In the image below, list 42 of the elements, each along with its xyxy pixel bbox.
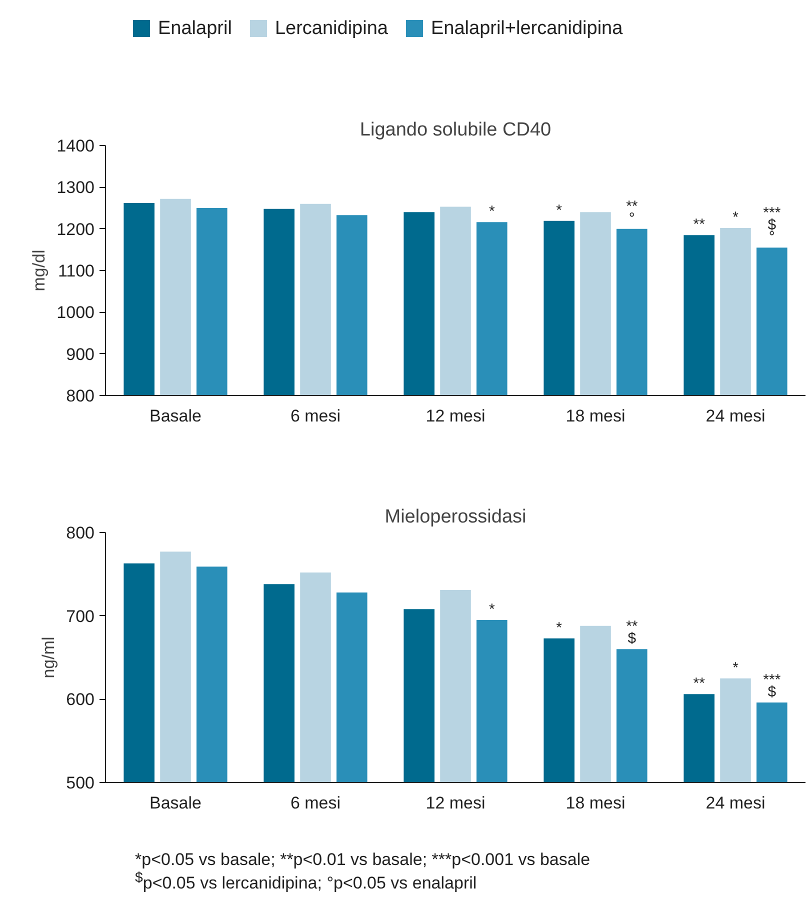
data-label: ** [693, 216, 706, 234]
y-axis-title: mg/dl [30, 250, 49, 292]
x-tick-label: 18 mesi [566, 406, 626, 426]
y-tick-label: 800 [66, 386, 95, 406]
data-label: * [488, 601, 495, 618]
data-label: *** $ [763, 672, 781, 700]
data-label: *** $ ° [763, 204, 781, 246]
y-axis-title: ng/ml [39, 636, 58, 678]
y-tick-label: 600 [66, 690, 95, 710]
data-label: * [556, 202, 562, 219]
data-label: ** [693, 675, 706, 692]
chart-title: Mieloperossidasi [384, 506, 526, 528]
y-tick-label: 1300 [56, 178, 95, 198]
data-label: * [732, 209, 739, 226]
x-tick-label: 24 mesi [706, 406, 766, 426]
y-tick-label: 1200 [56, 220, 95, 239]
y-tick-label: 1000 [56, 303, 95, 322]
y-tick-label: 1100 [58, 262, 95, 280]
x-tick-label: 24 mesi [706, 794, 766, 812]
data-label: ** ° [626, 198, 638, 227]
x-tick-label: 12 mesi [426, 406, 486, 426]
legend-label: Lercanidipina [274, 17, 388, 41]
x-tick-label: 12 mesi [426, 794, 486, 812]
y-tick-label: 700 [66, 606, 95, 626]
data-label: * [556, 619, 562, 636]
y-tick-label: 800 [66, 524, 95, 542]
data-label: ** $ [626, 618, 638, 648]
y-tick-label: 1400 [56, 136, 95, 156]
text: $^{$}$p<0.05 vs lercanidipina; °p<0.05 vs enalapril [135, 870, 477, 893]
x-tick-label: Basale [150, 406, 202, 426]
data-label: * [732, 659, 739, 676]
legend-label: Enalapril+lercanidipina [430, 17, 623, 41]
chart-title: Ligando solubile CD40 [360, 120, 552, 140]
x-tick-label: 6 mesi [290, 794, 341, 812]
x-tick-label: Basale [150, 794, 202, 812]
y-tick-label: 500 [66, 774, 95, 792]
text: *p<0.05 vs basale; **p<0.01 vs basale; ***p<0.001 vs basale [135, 850, 590, 869]
legend-label: Enalapril [157, 17, 232, 41]
x-tick-label: 18 mesi [566, 794, 626, 812]
x-tick-label: 6 mesi [290, 406, 341, 426]
y-tick-label: 900 [66, 344, 95, 364]
data-label: * [488, 203, 495, 220]
